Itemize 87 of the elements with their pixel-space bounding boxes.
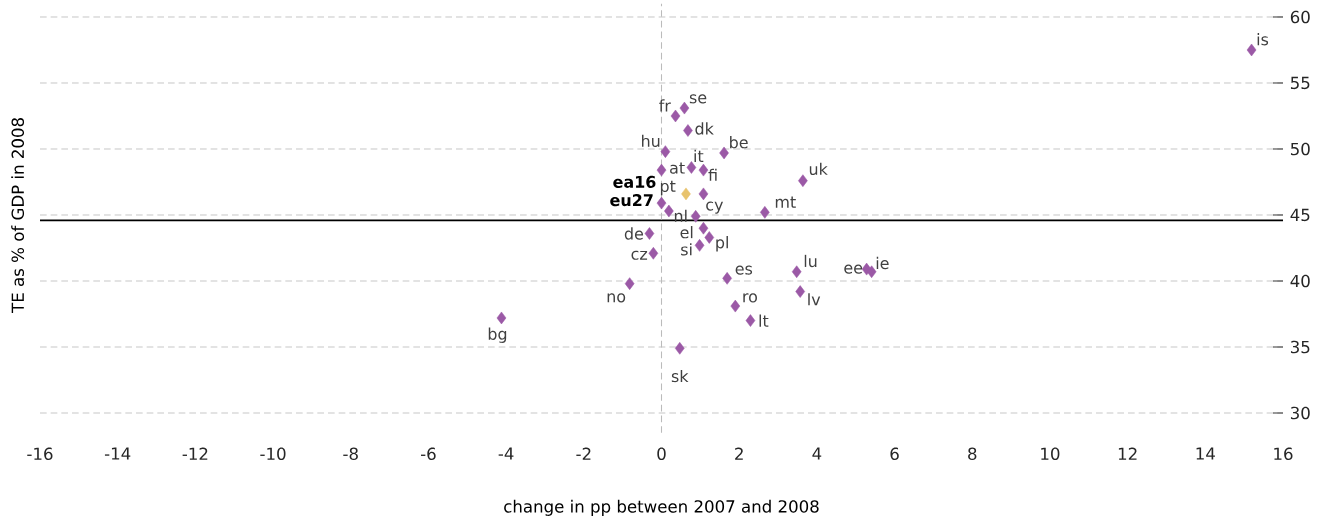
y-tick-label: 60 xyxy=(1290,10,1310,24)
annotation: pt xyxy=(660,180,676,196)
point xyxy=(798,174,808,187)
annotation: cy xyxy=(706,201,724,214)
x-tick-label: -16 xyxy=(27,447,53,461)
x-tick-label: -2 xyxy=(576,447,591,460)
y-tick-label: 40 xyxy=(1290,274,1310,288)
point xyxy=(681,187,691,201)
point xyxy=(674,342,685,355)
annotation: ie xyxy=(876,256,889,270)
annotation: uk xyxy=(809,162,828,176)
x-tick-label: -10 xyxy=(260,447,286,461)
point xyxy=(644,227,655,240)
annotation: ea16 xyxy=(613,175,656,188)
annotation: sk xyxy=(671,369,689,383)
annotation: si xyxy=(681,243,692,256)
annotation: ro xyxy=(743,293,757,303)
annotation: bg xyxy=(488,327,507,343)
x-tick-label: -6 xyxy=(420,447,436,461)
x-tick-label: -8 xyxy=(343,447,358,461)
annotation: es xyxy=(735,265,753,275)
point xyxy=(496,311,507,325)
annotation: eu27 xyxy=(610,194,653,207)
point xyxy=(670,109,681,123)
y-axis-title: TE as % of GDP in 2008 xyxy=(11,118,25,313)
annotation: se xyxy=(689,94,707,104)
point xyxy=(760,206,770,219)
point xyxy=(624,277,635,290)
point xyxy=(722,272,732,285)
y-tick-label: 45 xyxy=(1290,208,1310,222)
point xyxy=(698,187,709,201)
annotation: lu xyxy=(804,254,817,268)
annotation: no xyxy=(607,293,626,303)
point xyxy=(660,145,671,158)
annotation: pl xyxy=(716,236,728,252)
annotation: nl xyxy=(674,209,687,222)
point xyxy=(698,163,709,177)
annotation: hu xyxy=(642,134,660,148)
x-tick-label: 16 xyxy=(1274,447,1293,461)
x-tick-label: -4 xyxy=(498,447,514,460)
x-tick-label: 14 xyxy=(1196,447,1215,460)
annotation: mt xyxy=(775,196,796,208)
y-tick-label: 30 xyxy=(1290,406,1310,420)
annotation: cz xyxy=(631,250,648,260)
y-tick-label: 35 xyxy=(1290,340,1310,354)
annotation: ee xyxy=(844,264,863,274)
annotation: be xyxy=(730,136,748,149)
point xyxy=(694,239,705,252)
x-tick-label: 0 xyxy=(657,447,666,461)
point xyxy=(745,314,756,327)
x-tick-label: 6 xyxy=(890,447,899,461)
point xyxy=(686,161,697,174)
annotation: fr xyxy=(659,99,671,112)
point xyxy=(690,210,701,223)
point xyxy=(704,231,715,244)
x-tick-label: -12 xyxy=(182,447,208,460)
annotation: lt xyxy=(759,314,769,327)
annotation: fi xyxy=(708,168,717,181)
annotation: at xyxy=(670,162,685,174)
annotation: it xyxy=(694,149,704,162)
point xyxy=(730,299,741,313)
point xyxy=(795,285,805,298)
x-tick-label: -14 xyxy=(104,447,131,460)
point xyxy=(1246,43,1257,57)
x-tick-label: 8 xyxy=(968,447,977,461)
point xyxy=(866,265,877,279)
x-axis-title: change in pp between 2007 and 2008 xyxy=(504,499,819,516)
point xyxy=(719,146,729,160)
y-tick-label: 55 xyxy=(1290,76,1310,90)
point xyxy=(664,204,674,218)
annotation: de xyxy=(624,227,644,240)
point xyxy=(791,265,802,279)
x-tick-label: 10 xyxy=(1041,447,1060,461)
x-tick-label: 12 xyxy=(1118,447,1137,460)
annotation: lv xyxy=(808,293,821,306)
point xyxy=(648,247,659,260)
x-tick-label: 4 xyxy=(812,447,822,460)
point xyxy=(679,101,690,115)
point xyxy=(656,196,667,210)
annotation: is xyxy=(1257,33,1269,46)
y-tick-label: 50 xyxy=(1290,142,1310,156)
x-tick-label: 2 xyxy=(735,447,743,460)
annotation: el xyxy=(680,226,693,239)
point xyxy=(683,124,693,137)
annotation: dk xyxy=(695,122,714,135)
point xyxy=(698,221,709,235)
point xyxy=(656,163,667,177)
